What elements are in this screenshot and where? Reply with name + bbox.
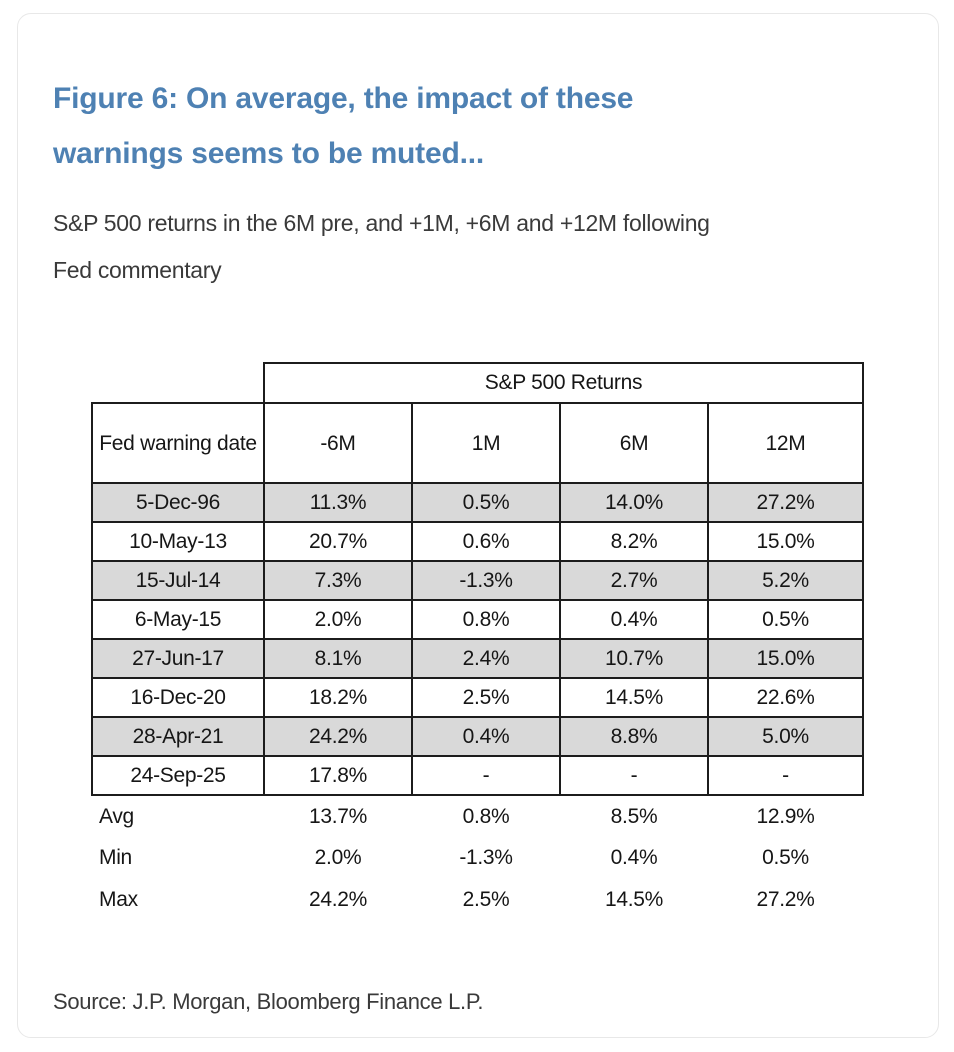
value-cell: 22.6% — [707, 677, 864, 718]
table-row: 15-Jul-14 7.3% -1.3% 2.7% 5.2% — [91, 560, 864, 601]
value-cell: 11.3% — [263, 482, 413, 523]
column-header-row: Fed warning date -6M 1M 6M 12M — [91, 402, 864, 484]
value-cell: 5.0% — [707, 716, 864, 757]
value-cell: 0.4% — [559, 599, 709, 640]
figure-title-line1: Figure 6: On average, the impact of thes… — [53, 82, 634, 115]
value-cell: 18.2% — [263, 677, 413, 718]
summary-value: 0.8% — [462, 804, 510, 828]
figure-card: Figure 6: On average, the impact of thes… — [17, 13, 939, 1038]
summary-row-max: Max 24.2% 2.5% 14.5% 27.2% — [92, 879, 863, 921]
value-cell: 10.7% — [559, 638, 709, 679]
summary-row-avg: Avg 13.7% 0.8% 8.5% 12.9% — [92, 795, 863, 837]
value-cell: -1.3% — [411, 560, 561, 601]
summary-label: Max — [99, 888, 138, 911]
source-note: Source: J.P. Morgan, Bloomberg Finance L… — [53, 989, 484, 1014]
corner-spacer — [92, 363, 264, 403]
summary-value: 8.5% — [610, 804, 658, 828]
date-cell: 28-Apr-21 — [91, 716, 265, 757]
figure-subtitle: S&P 500 returns in the 6M pre, and +1M, … — [53, 200, 873, 294]
figure-subtitle-line2: Fed commentary — [53, 257, 222, 283]
col-header-12m: 12M — [707, 402, 864, 484]
date-cell: 27-Jun-17 — [91, 638, 265, 679]
value-cell: 0.6% — [411, 521, 561, 562]
value-cell: 0.4% — [411, 716, 561, 757]
span-header-cell: S&P 500 Returns — [263, 362, 864, 404]
col-header-date: Fed warning date — [91, 402, 265, 484]
summary-value: 2.5% — [462, 888, 510, 911]
summary-label: Min — [99, 846, 132, 869]
value-cell: 20.7% — [263, 521, 413, 562]
value-cell: 2.7% — [559, 560, 709, 601]
value-cell: 8.2% — [559, 521, 709, 562]
figure-subtitle-line1: S&P 500 returns in the 6M pre, and +1M, … — [53, 210, 710, 236]
summary-value: 0.4% — [610, 846, 658, 869]
table-row: 27-Jun-17 8.1% 2.4% 10.7% 15.0% — [91, 638, 864, 679]
returns-table: S&P 500 Returns Fed warning date -6M 1M … — [91, 362, 864, 921]
date-cell: 24-Sep-25 — [91, 755, 265, 796]
summary-value: 2.0% — [314, 846, 362, 869]
span-header-row: S&P 500 Returns — [92, 362, 864, 404]
summary-row-min: Min 2.0% -1.3% 0.4% 0.5% — [92, 837, 863, 879]
col-header-6m: 6M — [559, 402, 709, 484]
col-header-minus6m: -6M — [263, 402, 413, 484]
summary-value: -1.3% — [459, 846, 513, 869]
value-cell: 24.2% — [263, 716, 413, 757]
value-cell: - — [707, 755, 864, 796]
table-row: 5-Dec-96 11.3% 0.5% 14.0% 27.2% — [91, 482, 864, 523]
summary-value: 13.7% — [308, 804, 368, 828]
table-row: 16-Dec-20 18.2% 2.5% 14.5% 22.6% — [91, 677, 864, 718]
date-cell: 10-May-13 — [91, 521, 265, 562]
value-cell: 27.2% — [707, 482, 864, 523]
value-cell: 2.0% — [263, 599, 413, 640]
value-cell: 15.0% — [707, 638, 864, 679]
value-cell: - — [559, 755, 709, 796]
value-cell: 0.5% — [707, 599, 864, 640]
summary-value: 12.9% — [756, 804, 815, 828]
summary-value: 27.2% — [756, 888, 815, 911]
col-header-1m: 1M — [411, 402, 561, 484]
value-cell: 8.8% — [559, 716, 709, 757]
value-cell: - — [411, 755, 561, 796]
value-cell: 15.0% — [707, 521, 864, 562]
value-cell: 14.0% — [559, 482, 709, 523]
value-cell: 8.1% — [263, 638, 413, 679]
table-row: 6-May-15 2.0% 0.8% 0.4% 0.5% — [91, 599, 864, 640]
date-cell: 16-Dec-20 — [91, 677, 265, 718]
summary-value: 24.2% — [308, 888, 368, 911]
value-cell: 2.5% — [411, 677, 561, 718]
date-cell: 5-Dec-96 — [91, 482, 265, 523]
value-cell: 17.8% — [263, 755, 413, 796]
date-cell: 6-May-15 — [91, 599, 265, 640]
value-cell: 14.5% — [559, 677, 709, 718]
returns-table-wrapper: S&P 500 Returns Fed warning date -6M 1M … — [91, 362, 864, 921]
value-cell: 2.4% — [411, 638, 561, 679]
table-row: 24-Sep-25 17.8% - - - — [91, 755, 864, 796]
value-cell: 7.3% — [263, 560, 413, 601]
table-row: 10-May-13 20.7% 0.6% 8.2% 15.0% — [91, 521, 864, 562]
value-cell: 0.5% — [411, 482, 561, 523]
summary-label: Avg — [99, 804, 134, 828]
table-row: 28-Apr-21 24.2% 0.4% 8.8% 5.0% — [91, 716, 864, 757]
value-cell: 0.8% — [411, 599, 561, 640]
summary-value: 0.5% — [762, 846, 809, 869]
figure-title-line2: warnings seems to be muted... — [53, 137, 484, 170]
summary-value: 14.5% — [604, 888, 664, 911]
value-cell: 5.2% — [707, 560, 864, 601]
date-cell: 15-Jul-14 — [91, 560, 265, 601]
figure-title: Figure 6: On average, the impact of thes… — [53, 71, 813, 181]
